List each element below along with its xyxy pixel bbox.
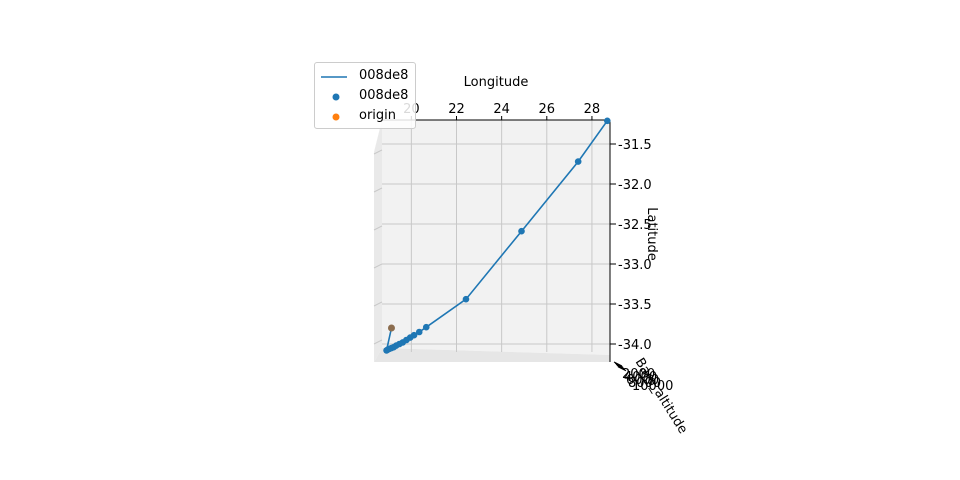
gridline-side (373, 187, 383, 193)
legend: 008de8 008de8 origin (314, 62, 416, 129)
series-layer (383, 117, 611, 354)
origin-connector (385, 327, 393, 351)
tick-label-z: 8000 (628, 376, 661, 391)
tick-label-x: 28 (584, 102, 601, 117)
data-point (574, 158, 582, 165)
tick-label-y: -33.5 (618, 298, 652, 313)
gridline-side (373, 149, 383, 155)
tick-z (614, 362, 624, 368)
bottom-pane (374, 348, 610, 362)
tick-label-z: 10000 (632, 379, 673, 394)
legend-label: 008de8 (359, 68, 409, 83)
side-pane (374, 120, 382, 362)
tick-label-x: 22 (448, 102, 465, 117)
legend-item-line: 008de8 (315, 67, 415, 87)
tick-label-y: -31.5 (618, 138, 652, 153)
tick-label-z: 6000 (626, 373, 659, 388)
legend-item-marker: 008de8 (315, 87, 415, 107)
tick-labels: 2022242628-31.5-32.0-32.5-33.0-33.5-34.0… (403, 102, 673, 394)
tick-label-x: 24 (493, 102, 510, 117)
legend-line-swatch (321, 76, 347, 78)
tick-z (617, 366, 627, 372)
plot-pane (382, 120, 610, 355)
gridline-side (373, 339, 383, 345)
tick-label-y: -32.5 (618, 218, 652, 233)
data-point (383, 347, 390, 354)
axes (382, 116, 627, 372)
data-point (462, 295, 470, 303)
y-axis-label: Latitude (644, 207, 659, 261)
tick-label-y: -34.0 (618, 338, 652, 353)
origin-point (387, 324, 395, 332)
x-axis-label: Longitude (464, 75, 529, 90)
legend-item-origin: origin (315, 107, 415, 127)
gridline-side (373, 263, 383, 269)
tick-label-x: 26 (539, 102, 556, 117)
tick-label-y: -33.0 (618, 258, 652, 273)
tick-label-z: 2000 (622, 367, 655, 382)
legend-label: 008de8 (359, 88, 409, 103)
tick-label-y: -32.0 (618, 178, 652, 193)
gridline-side (373, 225, 383, 231)
legend-marker-swatch (332, 93, 340, 101)
tick-z (615, 363, 625, 369)
tick-label-z: 4000 (624, 370, 657, 385)
gridline-side (373, 301, 383, 307)
data-point (603, 117, 611, 125)
z-axis-label: Baro_altitude (632, 356, 690, 437)
data-point (518, 227, 525, 235)
tick-z (616, 365, 626, 371)
grid-lines (373, 120, 610, 352)
tick-z (613, 361, 623, 367)
data-point (415, 328, 423, 336)
legend-origin-swatch (332, 113, 340, 121)
data-point (422, 323, 430, 331)
legend-label: origin (359, 108, 397, 123)
